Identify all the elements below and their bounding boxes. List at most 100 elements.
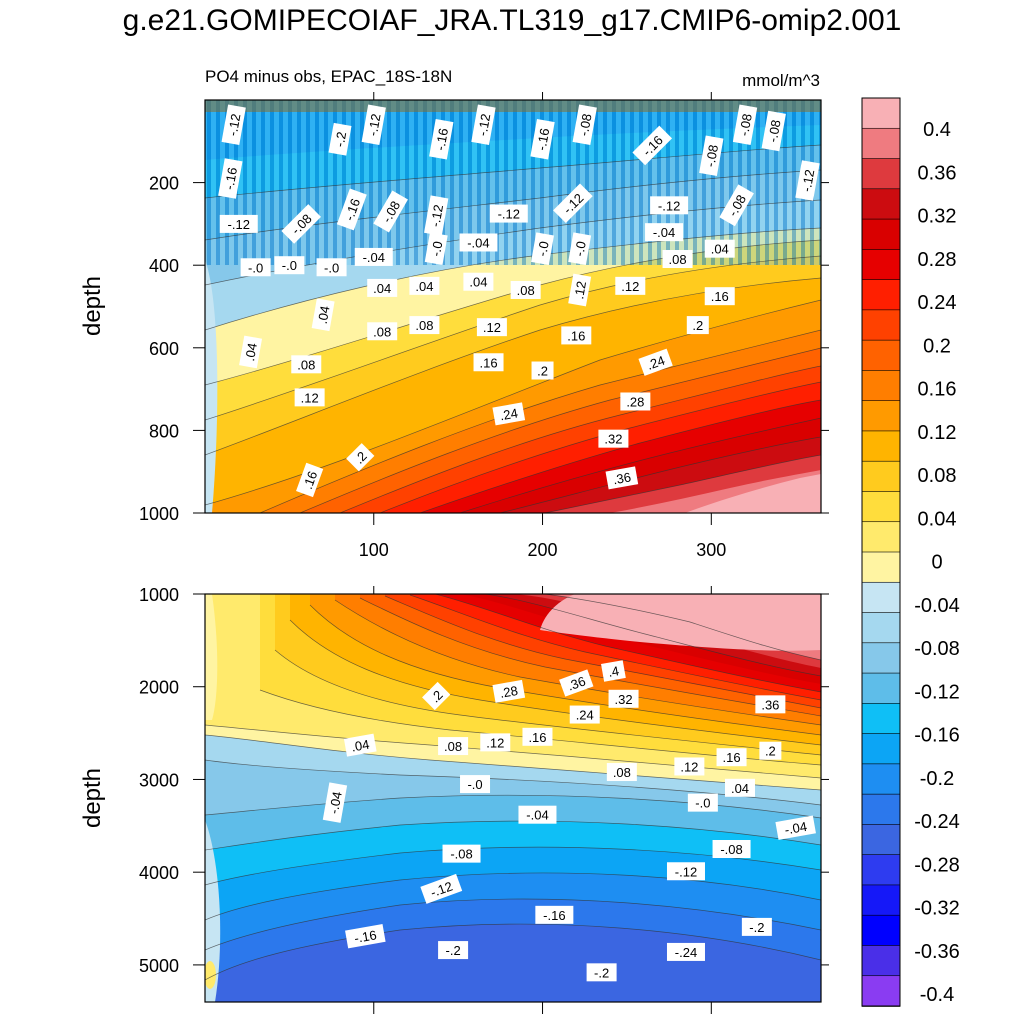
lower-contour-label: .04 bbox=[724, 778, 755, 797]
contour-label-box bbox=[732, 104, 758, 146]
upper-contour-label: .2 bbox=[531, 361, 554, 380]
contour-label-box bbox=[531, 232, 555, 266]
contour-label-text: -.12 bbox=[427, 203, 446, 228]
upper-contour-label: -.08 bbox=[699, 135, 724, 177]
contour-label-box bbox=[674, 757, 705, 776]
upper-plot-area bbox=[205, 100, 821, 513]
lower-y-tick-label: 2000 bbox=[139, 678, 179, 698]
contour-label-box bbox=[561, 326, 592, 345]
contour-label-box bbox=[568, 273, 592, 307]
upper-y-tick-label: 800 bbox=[149, 421, 179, 441]
upper-contour-label: .08 bbox=[367, 322, 398, 341]
upper-contour-label: .2 bbox=[346, 443, 375, 472]
contour-label-text: -.0 bbox=[428, 240, 445, 258]
colorbar-swatch bbox=[861, 430, 901, 462]
upper-contour-label: -.16 bbox=[336, 188, 367, 231]
colorbar-swatch bbox=[861, 672, 901, 705]
contour-label-box bbox=[615, 276, 646, 295]
contour-label-text: -.12 bbox=[799, 168, 818, 193]
contour-label-text: -.0 bbox=[282, 258, 297, 273]
colorbar-level-label: 0.16 bbox=[918, 379, 957, 401]
lower-contour-label: .12 bbox=[480, 733, 511, 752]
contour-label-box bbox=[218, 158, 243, 199]
contour-label-box bbox=[409, 276, 440, 295]
contour-label-text: -.08 bbox=[702, 144, 721, 169]
contour-label-box bbox=[601, 660, 626, 682]
contour-label-box bbox=[704, 239, 735, 258]
contour-label-text: .24 bbox=[499, 405, 519, 423]
upper-contour-label: .04 bbox=[311, 298, 335, 332]
lower-x-axis bbox=[373, 586, 712, 1014]
upper-contour-label: -.12 bbox=[219, 214, 258, 233]
upper-y-tick-label: 400 bbox=[149, 256, 179, 276]
contour-label-box bbox=[606, 763, 637, 782]
contour-label-box bbox=[535, 905, 574, 924]
contour-label-text: .24 bbox=[576, 708, 594, 723]
contour-label-text: -.24 bbox=[675, 945, 697, 960]
colorbar-swatch bbox=[861, 703, 901, 735]
contour-label-box bbox=[438, 737, 469, 756]
upper-y-axis: 200 400 600 800 1000 bbox=[139, 174, 829, 524]
contour-label-box bbox=[795, 160, 820, 201]
colorbar-level-label: 0.2 bbox=[923, 335, 951, 357]
contour-label-text: .16 bbox=[528, 730, 546, 745]
colorbar-swatch bbox=[861, 642, 901, 674]
contour-label-box bbox=[322, 782, 348, 823]
contour-label-box bbox=[598, 429, 629, 448]
contour-label-box bbox=[343, 733, 377, 757]
contour-label-box bbox=[422, 681, 451, 711]
upper-contour-label: -.08 bbox=[732, 104, 758, 146]
upper-contour-label: .16 bbox=[296, 462, 324, 498]
contour-label-text: -.16 bbox=[534, 127, 553, 152]
contour-label-text: -.04 bbox=[467, 235, 489, 250]
contour-label-box bbox=[489, 204, 528, 223]
contour-label-text: -.0 bbox=[695, 796, 710, 811]
colorbar-level-label: -0.32 bbox=[914, 898, 960, 920]
contour-label-text: .12 bbox=[301, 390, 319, 405]
upper-contour-label: -.04 bbox=[645, 223, 684, 242]
lower-contour-labels: .2 .28 .36 .4 .32 .24 .36 .04 .08 .12 .16 .08 .12 .16… bbox=[322, 660, 816, 982]
contour-label-text: -.2 bbox=[749, 920, 764, 935]
contour-label-text: -.0 bbox=[534, 240, 551, 258]
contour-label-text: .32 bbox=[615, 692, 633, 707]
colorbar-swatch bbox=[861, 612, 901, 644]
contour-label-box bbox=[716, 748, 747, 767]
lower-y-tick-label: 3000 bbox=[139, 770, 179, 790]
contour-label-box bbox=[367, 278, 398, 297]
contour-label-box bbox=[476, 318, 507, 337]
contour-label-box bbox=[761, 110, 786, 152]
contour-label-text: .08 bbox=[415, 318, 433, 333]
lower-contour-label: .28 bbox=[492, 679, 526, 703]
contour-label-box bbox=[686, 316, 709, 335]
contour-label-box bbox=[420, 873, 463, 904]
lower-contour-label: .36 bbox=[755, 695, 786, 714]
contour-label-box bbox=[373, 190, 408, 233]
contour-label-box bbox=[608, 689, 639, 708]
lower-contour-label: -.16 bbox=[535, 905, 574, 924]
contour-label-box bbox=[274, 256, 305, 275]
contour-label-box bbox=[294, 388, 325, 407]
upper-contour-label: -.0 bbox=[424, 232, 448, 266]
colorbar-swatch bbox=[861, 551, 901, 584]
contour-label-text: -.12 bbox=[225, 113, 244, 138]
upper-contour-label: -.0 bbox=[531, 232, 555, 266]
colorbar-level-label: 0.4 bbox=[923, 119, 951, 141]
upper-contour-label: -.16 bbox=[218, 158, 243, 199]
contour-label-box bbox=[336, 188, 367, 231]
colorbar-level-label: 0.32 bbox=[918, 206, 957, 228]
contour-label-text: .08 bbox=[517, 283, 535, 298]
upper-contour-label: -.0 bbox=[240, 258, 271, 277]
upper-contour-label: .04 bbox=[367, 278, 398, 297]
contour-label-text: .08 bbox=[613, 765, 631, 780]
colorbar-labels: 0.4 0.36 0.32 0.28 0.24 0.2 0.16 0.12 0.08 0.04 0 -… bbox=[914, 119, 960, 1006]
colorbar-swatch bbox=[861, 914, 901, 947]
lower-contour-label: -.2 bbox=[438, 941, 469, 960]
contour-label-text: .16 bbox=[723, 750, 741, 765]
upper-contour-label: -.12 bbox=[795, 160, 820, 201]
colorbar-level-label: 0 bbox=[931, 552, 942, 574]
upper-y-tick-label: 1000 bbox=[139, 504, 179, 524]
colorbar-level-label: -0.16 bbox=[914, 725, 960, 747]
lower-contour-label: .24 bbox=[569, 705, 600, 724]
contour-label-box bbox=[719, 184, 754, 227]
